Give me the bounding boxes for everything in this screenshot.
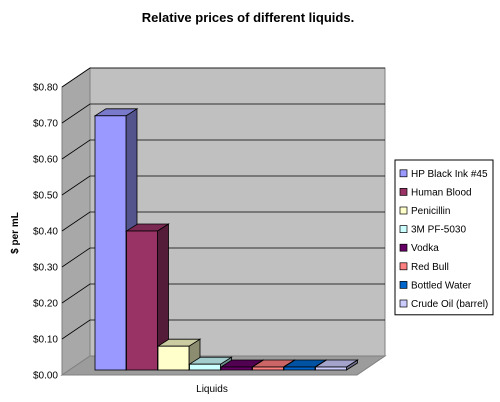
bar-front — [189, 363, 221, 371]
bar-front — [283, 366, 316, 371]
y-tick-label: $0.60 — [33, 155, 58, 166]
legend-label: Vodka — [411, 243, 439, 254]
y-tick-label: $0.00 — [33, 371, 58, 382]
x-axis-label: Liquids — [196, 384, 228, 395]
gridline — [61, 67, 385, 88]
legend-label: 3M PF-5030 — [411, 225, 466, 236]
legend-label: Human Blood — [411, 187, 472, 198]
gridline — [61, 175, 385, 196]
gridline — [61, 319, 385, 340]
bar-front — [157, 345, 190, 371]
bar — [125, 223, 170, 371]
bar-front — [252, 366, 284, 371]
legend-swatch — [399, 188, 408, 196]
gridline — [61, 103, 385, 124]
y-axis-label: $ per mL — [10, 212, 21, 254]
gridline — [61, 283, 385, 304]
bar-front — [220, 366, 253, 371]
legend-label: HP Black Ink #45 — [411, 169, 488, 180]
legend: HP Black Ink #45 Human Blood Penicillin 3M … — [394, 159, 494, 316]
legend-swatch — [399, 169, 408, 178]
bar — [314, 359, 359, 371]
y-tick-label: $0.40 — [33, 227, 58, 238]
y-tick-label: $0.10 — [33, 335, 58, 346]
bar-front — [94, 115, 127, 371]
y-tick-label: $0.20 — [33, 299, 58, 310]
legend-swatch — [399, 206, 408, 215]
y-tick-label: $0.80 — [33, 83, 58, 94]
chart-title: Relative prices of different liquids. — [142, 10, 354, 25]
plot-area: $0.00 $0.10 $0.20 $0.30 $0.40 $0.50 $0.60 $0.70… — [33, 67, 387, 382]
y-tick-label: $0.30 — [33, 263, 58, 274]
y-tick-label: $0.50 — [33, 191, 58, 202]
legend-swatch — [399, 225, 408, 233]
legend-label: Red Bull — [411, 262, 449, 273]
legend-label: Crude Oil (barrel) — [411, 299, 488, 310]
legend-swatch — [399, 281, 408, 289]
bar-front — [315, 366, 347, 371]
legend-swatch — [399, 299, 408, 308]
legend-swatch — [399, 243, 408, 252]
legend-label: Bottled Water — [411, 280, 472, 291]
gridline — [61, 211, 385, 232]
gridline — [61, 139, 385, 160]
gridline — [61, 247, 385, 268]
legend-swatch — [399, 262, 408, 271]
bar-front — [126, 230, 158, 371]
legend-box — [394, 159, 494, 316]
y-tick-label: $0.70 — [33, 119, 58, 130]
legend-label: Penicillin — [411, 206, 450, 217]
